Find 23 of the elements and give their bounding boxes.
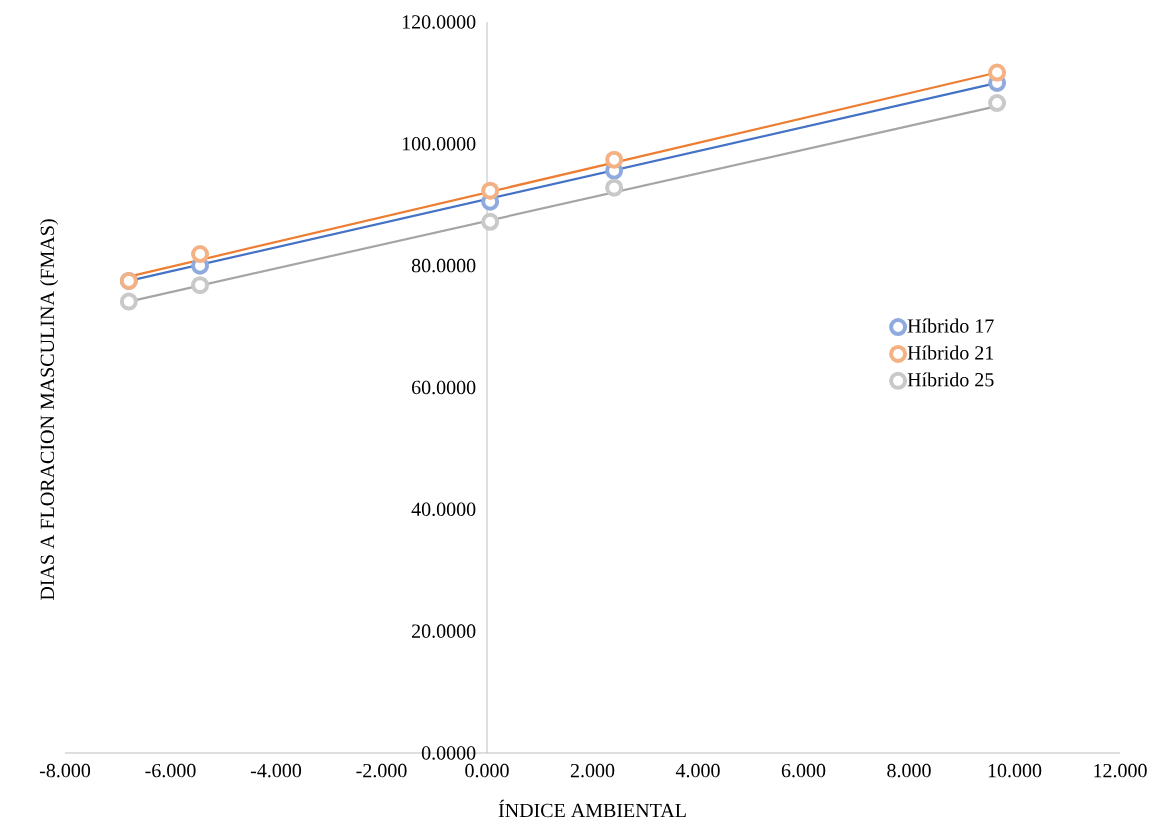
x-tick-label: 2.000 (570, 763, 615, 778)
y-axis-title: DIAS A FLORACION MASCULINA (FMAS) (40, 219, 59, 601)
y-tick-label: 100.0000 (402, 137, 476, 151)
legend-label: Híbrido 25 (907, 372, 994, 387)
x-tick-label: 6.000 (781, 763, 826, 778)
x-tick-label: -6.000 (145, 763, 196, 778)
x-tick-label: 0.000 (465, 763, 509, 778)
x-tick-label: -2.000 (356, 763, 407, 778)
x-tick-label: 10.000 (988, 763, 1042, 778)
y-tick-label: 0.0000 (421, 746, 476, 760)
x-tick-label: -4.000 (250, 763, 302, 778)
x-tick-label: 8.000 (887, 763, 931, 778)
x-axis-title: ÍNDICE AMBIENTAL (498, 799, 686, 818)
y-tick-label: 20.0000 (412, 624, 476, 638)
legend-label: Híbrido 17 (907, 318, 994, 333)
x-tick-label: -8.000 (39, 763, 91, 778)
legend-label: Híbrido 21 (907, 345, 994, 360)
y-tick-label: 120.0000 (402, 15, 476, 29)
x-tick-label: 12.000 (1094, 763, 1147, 778)
y-tick-label: 60.0000 (412, 380, 476, 395)
x-tick-label: 4.000 (675, 763, 720, 778)
y-tick-label: 40.0000 (411, 502, 476, 517)
y-tick-label: 80.0000 (411, 258, 476, 273)
